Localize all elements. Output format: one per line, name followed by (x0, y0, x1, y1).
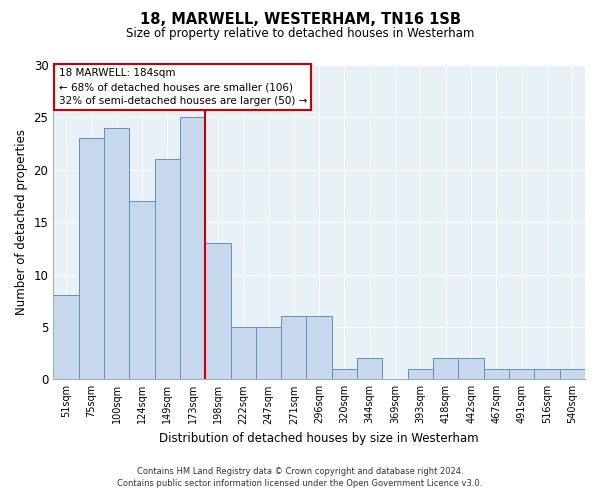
Bar (79, 138, 104, 380)
Bar (484, 369, 509, 380)
Text: 18, MARWELL, WESTERHAM, TN16 1SB: 18, MARWELL, WESTERHAM, TN16 1SB (139, 12, 461, 28)
Bar (408, 369, 433, 380)
Bar (509, 369, 535, 380)
Bar (230, 327, 256, 380)
Bar (357, 358, 382, 380)
Bar (180, 118, 205, 380)
Bar (332, 369, 357, 380)
Bar (433, 358, 458, 380)
Bar (155, 160, 180, 380)
Y-axis label: Number of detached properties: Number of detached properties (15, 129, 28, 315)
Bar (104, 128, 129, 380)
Text: Contains HM Land Registry data © Crown copyright and database right 2024.
Contai: Contains HM Land Registry data © Crown c… (118, 466, 482, 487)
Bar (256, 327, 281, 380)
Text: 18 MARWELL: 184sqm
← 68% of detached houses are smaller (106)
32% of semi-detach: 18 MARWELL: 184sqm ← 68% of detached hou… (59, 68, 307, 106)
Bar (560, 369, 585, 380)
Bar (535, 369, 560, 380)
X-axis label: Distribution of detached houses by size in Westerham: Distribution of detached houses by size … (160, 432, 479, 445)
Text: Size of property relative to detached houses in Westerham: Size of property relative to detached ho… (126, 28, 474, 40)
Bar (129, 201, 155, 380)
Bar (458, 358, 484, 380)
Bar (53, 296, 79, 380)
Bar (307, 316, 332, 380)
Bar (281, 316, 307, 380)
Bar (205, 243, 230, 380)
